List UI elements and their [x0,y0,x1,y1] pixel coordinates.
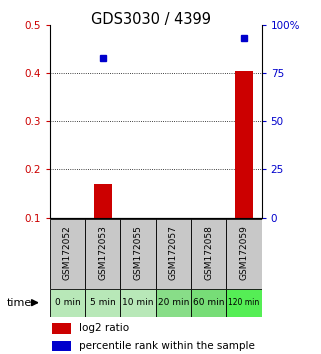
Bar [156,219,191,289]
Bar [85,289,120,317]
Bar [94,184,112,218]
Bar [191,219,226,289]
Bar [50,219,85,289]
Bar [120,289,156,317]
Text: 5 min: 5 min [90,298,116,307]
Text: log2 ratio: log2 ratio [79,324,130,333]
Bar [191,289,226,317]
Text: time: time [6,298,32,308]
Text: 120 min: 120 min [228,298,260,307]
Text: GSM172057: GSM172057 [169,225,178,280]
Bar [235,70,253,218]
Bar [52,341,71,351]
Text: 60 min: 60 min [193,298,224,307]
Bar [226,289,262,317]
Text: GSM172055: GSM172055 [134,225,143,280]
Bar [226,219,262,289]
Text: GSM172059: GSM172059 [239,225,248,280]
Bar [50,289,85,317]
Text: GSM172058: GSM172058 [204,225,213,280]
Text: GSM172052: GSM172052 [63,225,72,280]
Bar [156,289,191,317]
Text: 0 min: 0 min [55,298,80,307]
Text: percentile rank within the sample: percentile rank within the sample [79,341,255,351]
Text: GSM172053: GSM172053 [98,225,107,280]
Text: 10 min: 10 min [122,298,154,307]
Bar [85,219,120,289]
Text: 20 min: 20 min [158,298,189,307]
Bar [52,323,71,334]
Text: GDS3030 / 4399: GDS3030 / 4399 [91,12,211,27]
Bar [120,219,156,289]
